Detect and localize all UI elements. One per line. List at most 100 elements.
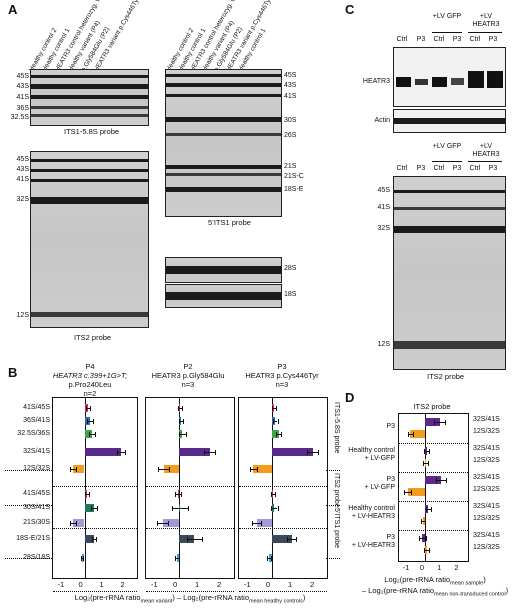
error-bar: [186, 538, 203, 540]
tick-label: 0: [419, 563, 425, 572]
error-cap: [252, 521, 254, 527]
divider: [432, 161, 462, 162]
lv-heatr3-header: +LV HEATR3: [472, 143, 500, 158]
error-cap: [444, 420, 446, 425]
error-cap: [69, 521, 71, 527]
error-bar: [276, 434, 281, 436]
divider: [468, 161, 502, 162]
band-label: 43S: [16, 83, 29, 90]
error-cap: [275, 492, 277, 498]
d-x-axis-label-2: – Log₂(pre-rRNA ratiomean non-transduced…: [361, 586, 509, 598]
bar: [84, 503, 94, 512]
d-group-label-line: Healthy control: [348, 505, 395, 512]
error-bar: [404, 492, 412, 493]
error-cap: [430, 507, 432, 512]
lane-label: Ctrl: [469, 36, 481, 43]
wb-label: HEATR3: [362, 78, 390, 85]
d-group-label: P3: [340, 423, 395, 431]
d-ratio-label: 12S/32S: [473, 457, 500, 464]
error-bar: [174, 494, 182, 496]
bar: [84, 430, 92, 439]
error-cap: [174, 492, 176, 498]
bar: [424, 418, 440, 426]
group-separator: [399, 501, 468, 502]
zero-line: [272, 398, 273, 578]
tick-label: -1: [402, 563, 410, 572]
group-separator: [53, 485, 137, 487]
error-bar: [252, 523, 261, 525]
error-cap: [436, 478, 438, 483]
d-ratio-label: 32S/41S: [473, 416, 500, 423]
error-bar: [270, 494, 276, 496]
error-cap: [276, 406, 278, 411]
divider: [432, 32, 462, 33]
error-cap: [425, 536, 427, 541]
error-cap: [92, 419, 94, 425]
lv-gfp-header: +LV GFP: [432, 143, 462, 150]
d-group-label-line: + LV-HEATR3: [351, 513, 395, 520]
error-cap: [174, 556, 176, 561]
bar: [72, 465, 85, 474]
error-cap: [172, 505, 174, 511]
group-separator: [326, 558, 340, 559]
error-cap: [424, 548, 425, 553]
error-bar: [179, 421, 184, 423]
error-cap: [421, 519, 423, 524]
panel-letter-b: B: [8, 365, 18, 380]
b-row-label: 36S/41S: [23, 417, 50, 425]
error-cap: [90, 505, 92, 511]
error-cap: [86, 419, 88, 425]
bar: [272, 534, 292, 543]
error-cap: [177, 406, 179, 411]
d-group-label-line: + LV-GFP: [364, 484, 395, 491]
error-bar: [424, 550, 430, 551]
error-bar: [270, 507, 278, 509]
error-bar: [158, 469, 170, 471]
band-label: 12S: [377, 341, 390, 348]
error-cap: [429, 548, 431, 553]
lane-label: Ctrl: [396, 165, 408, 172]
probe-label: ITS2 probe: [427, 372, 465, 381]
error-cap: [185, 432, 187, 438]
panel-letter-c: C: [345, 2, 355, 17]
b-title-p4: P4 HEATR3 c.399+1G>T; p.Pro240Leu n=2: [52, 362, 128, 398]
five-its1-northern-blot: [165, 69, 282, 217]
band-label: 36S: [16, 105, 29, 112]
28s-blot: [165, 257, 282, 283]
error-cap: [270, 492, 272, 498]
band-label: 21S-C: [284, 173, 304, 180]
error-bar: [86, 421, 93, 423]
zero-line: [179, 398, 180, 578]
d-ratio-label: 12S/32S: [473, 486, 500, 493]
error-bar: [179, 434, 186, 436]
its2-northern-blot: [30, 151, 149, 328]
error-cap: [418, 536, 420, 541]
error-cap: [187, 505, 189, 511]
group-separator: [53, 527, 137, 529]
error-cap: [183, 419, 185, 425]
band-label: 26S: [284, 132, 297, 139]
error-bar: [287, 538, 297, 540]
band-label: 18S: [284, 291, 297, 298]
band-label: 43S: [16, 166, 29, 173]
group-separator: [146, 485, 234, 487]
wb-label: Actin: [374, 117, 390, 124]
d-group-label-line: + LV-GFP: [364, 455, 395, 462]
b-row-label: 41S/45S: [23, 490, 50, 498]
group-label-its1: ITS1-5.8S probe: [333, 402, 340, 454]
d-group-label-line: + LV-HEATR3: [351, 542, 395, 549]
tick-label: -1: [244, 580, 251, 589]
d-group-label: Healthy control + LV-HEATR3: [340, 505, 395, 521]
error-bar: [425, 509, 431, 510]
tick-label: 0: [173, 580, 178, 589]
d-group-label-line: P3: [386, 476, 395, 483]
bar: [84, 534, 94, 543]
error-cap: [446, 478, 448, 483]
panel-letter-d: D: [345, 390, 355, 405]
b-row-label: 32S/41S: [23, 448, 50, 456]
error-cap: [287, 536, 289, 542]
group-separator: [326, 470, 340, 471]
error-cap: [428, 461, 430, 466]
error-cap: [424, 519, 426, 524]
error-cap: [88, 492, 90, 498]
